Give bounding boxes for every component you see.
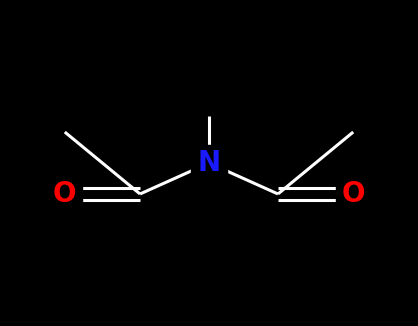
Text: O: O xyxy=(342,180,365,208)
Bar xyxy=(191,145,227,181)
Bar xyxy=(47,176,82,212)
Text: N: N xyxy=(197,149,221,177)
Text: O: O xyxy=(53,180,76,208)
Bar xyxy=(336,176,371,212)
